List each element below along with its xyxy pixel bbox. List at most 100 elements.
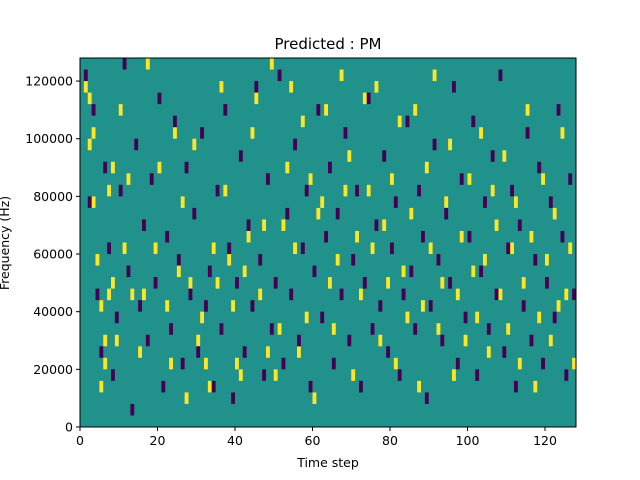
heatmap-cell-low: [510, 184, 514, 197]
heatmap-cell-low: [370, 323, 375, 335]
heatmap-cell-low: [285, 207, 290, 220]
heatmap-cell-high: [312, 392, 317, 404]
heatmap-cell-low: [436, 254, 441, 266]
heatmap-cell-high: [537, 311, 542, 324]
heatmap-cell-low: [374, 219, 379, 231]
heatmap-cell-high: [316, 207, 321, 220]
heatmap-cell-high: [165, 300, 170, 312]
y-tick-label: 20000: [33, 362, 73, 377]
heatmap-cell-low: [413, 323, 418, 335]
heatmap-cell-low: [335, 207, 340, 220]
heatmap-cell-high: [517, 357, 522, 370]
heatmap-cell-low: [300, 242, 305, 255]
heatmap-cell-high: [390, 173, 394, 185]
x-tick-label: 0: [76, 433, 84, 448]
heatmap-cell-high: [111, 277, 115, 289]
plot-frame: [79, 57, 577, 428]
heatmap-cell-high: [467, 173, 472, 185]
heatmap-cell-high: [91, 196, 96, 208]
heatmap-cell-low: [517, 219, 522, 231]
heatmap-cell-low: [568, 173, 573, 185]
heatmap-cell-low: [490, 150, 495, 162]
heatmap-cell-high: [432, 69, 437, 82]
heatmap-cell-high: [494, 219, 499, 231]
heatmap-cell-high: [413, 104, 418, 116]
heatmap-cell-low: [343, 127, 348, 139]
heatmap-cell-low: [293, 138, 297, 151]
heatmap-cell-low: [130, 403, 135, 416]
heatmap-cell-high: [122, 242, 127, 255]
heatmap-cell-low: [366, 92, 371, 105]
y-tick-label: 80000: [33, 189, 73, 204]
y-tick-label: 0: [65, 420, 73, 435]
heatmap-cell-high: [359, 288, 363, 301]
heatmap-cell-high: [277, 323, 282, 335]
heatmap-cell-high: [188, 277, 193, 289]
heatmap-cell-low: [463, 311, 468, 324]
heatmap-cell-high: [118, 104, 123, 116]
heatmap-cell-high: [525, 104, 530, 116]
heatmap-cell-low: [91, 104, 96, 116]
heatmap-cell-low: [498, 69, 503, 82]
heatmap-cell-low: [537, 161, 542, 174]
heatmap-cell-high: [324, 104, 328, 116]
heatmap-cell-high: [238, 369, 243, 381]
heatmap-cell-low: [455, 357, 460, 370]
heatmap-cell-low: [262, 369, 266, 381]
heatmap-cell-low: [355, 184, 359, 197]
heatmap-cell-low: [552, 311, 557, 324]
heatmap-cell-high: [401, 265, 406, 278]
heatmap-cell-high: [444, 196, 449, 208]
heatmap-cell-low: [138, 300, 142, 312]
heatmap-cell-high: [231, 300, 235, 312]
heatmap-cell-high: [397, 115, 402, 128]
heatmap-cell-high: [111, 161, 115, 174]
heatmap-cell-low: [289, 288, 294, 301]
heatmap-cell-high: [521, 277, 526, 289]
heatmap-cell-high: [568, 242, 573, 255]
heatmap-cell-high: [107, 184, 111, 197]
heatmap-cell-low: [401, 288, 406, 301]
heatmap-cell-high: [176, 265, 181, 278]
heatmap-cell-high: [560, 127, 565, 139]
heatmap-cell-high: [281, 219, 286, 231]
heatmap-cell-low: [525, 127, 530, 139]
heatmap-cell-high: [184, 392, 189, 404]
heatmap-cell-high: [204, 357, 208, 370]
heatmap-cell-high: [564, 288, 569, 301]
heatmap-cell-low: [506, 242, 511, 255]
heatmap-cell-low: [390, 242, 394, 255]
heatmap-cell-low: [242, 346, 247, 358]
heatmap-cell-high: [347, 150, 352, 162]
heatmap-cell-high: [246, 230, 251, 243]
heatmap-cell-low: [211, 380, 216, 393]
heatmap-cell-high: [548, 334, 553, 347]
chart-title: Predicted : PM: [275, 35, 382, 53]
heatmap-cell-high: [207, 380, 212, 393]
heatmap-cell-low: [471, 115, 476, 128]
heatmap-cell-low: [378, 300, 383, 312]
heatmap-cell-high: [192, 138, 197, 151]
heatmap-cell-low: [486, 323, 491, 335]
heatmap-cell-low: [134, 138, 139, 151]
heatmap-cell-low: [149, 173, 154, 185]
heatmap-cell-high: [103, 357, 108, 370]
heatmap-cell-low: [424, 392, 429, 404]
heatmap-cell-high: [145, 58, 150, 70]
heatmap-cell-low: [308, 380, 313, 393]
x-axis-label: Time step: [296, 455, 359, 470]
heatmap-cell-high: [498, 288, 503, 301]
heatmap-cell-high: [436, 323, 441, 335]
heatmap-cell-high: [440, 277, 445, 289]
heatmap-cell-low: [421, 230, 425, 243]
heatmap-cell-low: [514, 380, 518, 393]
heatmap-cell-high: [293, 242, 297, 255]
x-tick-label: 100: [456, 433, 480, 448]
heatmap-cell-high: [130, 288, 135, 301]
x-tick-label: 80: [382, 433, 398, 448]
heatmap-cell-high: [506, 323, 511, 335]
heatmap-cell-low: [502, 346, 507, 358]
heatmap-cell-low: [459, 173, 464, 185]
heatmap-cell-high: [215, 277, 220, 289]
